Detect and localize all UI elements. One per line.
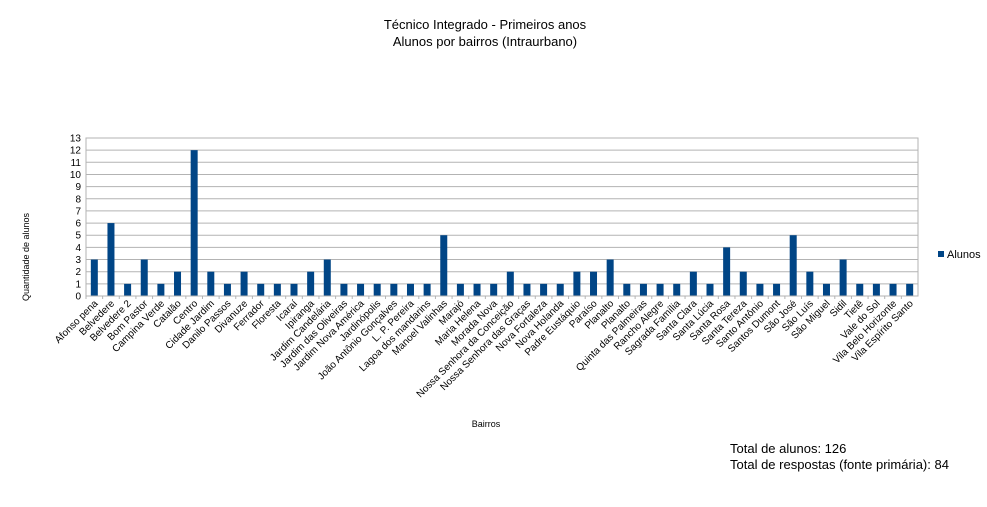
bar [606, 259, 614, 296]
bar [140, 259, 148, 296]
bar [323, 259, 331, 296]
y-tick-label: 4 [75, 243, 81, 254]
bar [756, 283, 764, 296]
bar [290, 283, 298, 296]
legend-swatch [938, 251, 944, 257]
bar [340, 283, 348, 296]
y-tick-label: 3 [75, 255, 81, 266]
bar [689, 271, 697, 296]
y-tick-label: 6 [75, 219, 81, 230]
y-tick-label: 2 [75, 267, 81, 278]
bar [889, 283, 897, 296]
bar [673, 283, 681, 296]
bar [440, 235, 448, 296]
bar [789, 235, 797, 296]
bar [806, 271, 814, 296]
bar [390, 283, 398, 296]
bar [573, 271, 581, 296]
bar [656, 283, 664, 296]
bars [90, 150, 914, 296]
legend: Alunos [938, 249, 981, 261]
bar [706, 283, 714, 296]
total-alunos-text: Total de alunos: 126 [730, 441, 847, 456]
bar [257, 283, 265, 296]
chart-title: Técnico Integrado - Primeiros anos [384, 17, 587, 32]
bar [223, 283, 231, 296]
chart-subtitle: Alunos por bairros (Intraurbano) [393, 34, 577, 49]
y-tick-label: 11 [71, 158, 82, 169]
bar [906, 283, 914, 296]
bar [739, 271, 747, 296]
bar [590, 271, 598, 296]
x-axis-label: Bairros [472, 419, 501, 429]
bar [456, 283, 464, 296]
y-tick-label: 5 [75, 231, 81, 242]
bar [872, 283, 880, 296]
bar [406, 283, 414, 296]
bar [124, 283, 132, 296]
bar [839, 259, 847, 296]
y-tick-label: 9 [75, 182, 81, 193]
y-tick-label: 10 [70, 170, 82, 181]
bar [240, 271, 248, 296]
bar [90, 259, 98, 296]
plot-area-frame [85, 137, 919, 297]
bar [540, 283, 548, 296]
y-tick-label: 12 [70, 146, 82, 157]
bar [523, 283, 531, 296]
y-tick-label: 0 [75, 292, 81, 303]
bar [506, 271, 514, 296]
bar [207, 271, 215, 296]
bar [856, 283, 864, 296]
bar [473, 283, 481, 296]
bar [174, 271, 182, 296]
bar [357, 283, 365, 296]
bar [822, 283, 830, 296]
bar [373, 283, 381, 296]
y-tick-label: 8 [75, 194, 81, 205]
y-tick-label: 1 [75, 279, 81, 290]
bar [190, 150, 198, 296]
bar [623, 283, 631, 296]
y-tick-label: 13 [70, 134, 82, 145]
bar [157, 283, 165, 296]
bar [107, 223, 115, 296]
bar [773, 283, 781, 296]
y-tick-label: 7 [75, 206, 81, 217]
bar [307, 271, 315, 296]
bar [273, 283, 281, 296]
bar [556, 283, 564, 296]
bar [723, 247, 731, 296]
y-axis-label: Quantidade de alunos [21, 212, 31, 301]
totals-notes: Total de alunos: 126 Total de respostas … [730, 441, 949, 473]
bar [423, 283, 431, 296]
legend-label-alunos: Alunos [947, 249, 981, 261]
bar [490, 283, 498, 296]
bar [639, 283, 647, 296]
total-respostas-text: Total de respostas (fonte primária): 84 [730, 457, 949, 472]
